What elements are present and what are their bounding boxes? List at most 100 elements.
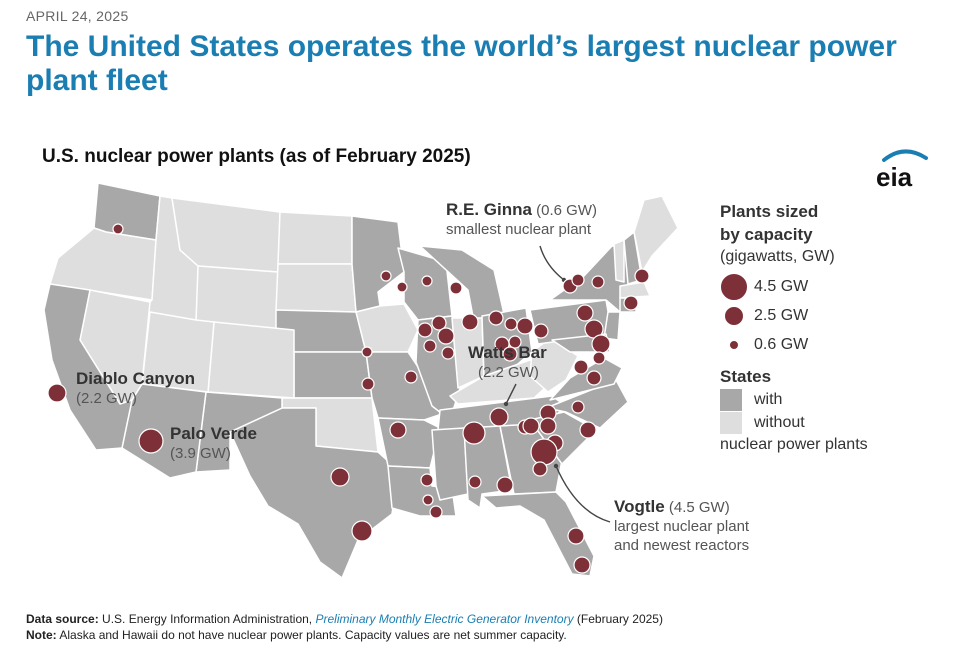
plant-marker [591, 334, 611, 354]
state-mississippi [431, 427, 469, 501]
footer-source-date: (February 2025) [576, 612, 663, 626]
legend-size-row-small: 0.6 GW [720, 330, 950, 359]
legend-size-subtitle: (gigawatts, GW) [720, 248, 835, 265]
legend-dot-large-icon [720, 273, 748, 301]
plant-marker [138, 428, 164, 454]
headline: The United States operates the world’s l… [26, 30, 897, 97]
footer-source-line: Data source: U.S. Energy Information Adm… [26, 611, 663, 627]
plant-marker [516, 317, 534, 335]
state-north-dakota [277, 211, 353, 265]
plant-marker [420, 473, 434, 487]
vogtle-arrow-head-icon [553, 463, 559, 469]
state-vermont [613, 239, 625, 283]
plant-marker [494, 336, 510, 352]
plant-marker [423, 339, 437, 353]
callout-vogtle-name: Vogtle [614, 497, 665, 516]
legend-states-title: States [720, 367, 772, 386]
state-kansas [293, 351, 373, 399]
legend-without-row: without [720, 411, 950, 434]
plant-marker [361, 346, 373, 358]
callout-watts-bar-capacity: (2.2 GW) [478, 364, 539, 381]
plant-marker [591, 275, 605, 289]
watts-bar-arrow [505, 383, 517, 405]
plant-marker [573, 359, 589, 375]
legend-nuclear-label: nuclear power plants [720, 436, 868, 453]
callout-palo-verde: Palo Verde (3.9 GW) [170, 424, 257, 463]
legend-size-label-medium: 2.5 GW [754, 307, 809, 324]
plant-marker [429, 505, 443, 519]
legend: Plants sized by capacity (gigawatts, GW)… [720, 200, 950, 456]
footer-note-line: Note: Alaska and Hawaii do not have nucl… [26, 627, 663, 643]
ginna-arrow [539, 245, 565, 281]
footer-source-link[interactable]: Preliminary Monthly Electric Generator I… [315, 612, 574, 626]
callout-diablo-name: Diablo Canyon [76, 369, 196, 388]
plant-marker [488, 310, 504, 326]
plant-marker [530, 438, 558, 466]
state-wyoming [195, 265, 279, 331]
legend-with-row: with [720, 388, 950, 411]
plant-marker [522, 417, 540, 435]
plant-marker [576, 304, 594, 322]
callout-diablo-capacity: (2.2 GW) [76, 390, 137, 407]
callout-vogtle-capacity: (4.5 GW) [668, 499, 730, 516]
plant-marker [634, 268, 650, 284]
footer-note-label: Note: [26, 628, 57, 642]
publish-date: APRIL 24, 2025 [26, 8, 129, 24]
legend-size-label-large: 4.5 GW [754, 278, 809, 295]
plant-marker [421, 275, 433, 287]
callout-vogtle-note2: and newest reactors [614, 537, 750, 554]
legend-without-swatch [720, 412, 742, 434]
state-missouri [365, 351, 443, 421]
plant-marker [579, 421, 597, 439]
plant-marker [571, 400, 585, 414]
footer-source-label: Data source: [26, 612, 99, 626]
state-iowa [355, 303, 419, 353]
plant-marker [573, 556, 591, 574]
footer-source-text: U.S. Energy Information Administration, [102, 612, 313, 626]
eia-logo-icon: eia [876, 149, 928, 190]
plant-marker [571, 273, 585, 287]
plant-marker [449, 281, 463, 295]
callout-ginna-note: smallest nuclear plant [446, 221, 592, 238]
plant-marker [441, 346, 455, 360]
plant-marker [489, 407, 509, 427]
callout-watts-bar: Watts Bar (2.2 GW) [468, 343, 547, 382]
footer-note-text: Alaska and Hawaii do not have nuclear po… [59, 628, 567, 642]
plant-marker [389, 421, 407, 439]
callout-ginna-capacity: (0.6 GW) [536, 202, 597, 219]
eia-logo-text: eia [876, 162, 913, 190]
plant-marker [404, 370, 418, 384]
state-maine [633, 195, 679, 273]
plant-marker [532, 461, 548, 477]
plant-marker [112, 223, 124, 235]
plant-marker [417, 322, 433, 338]
callout-vogtle-note1: largest nuclear plant [614, 518, 750, 535]
state-california [43, 283, 133, 451]
legend-size-row-medium: 2.5 GW [720, 301, 950, 330]
plant-marker [422, 494, 434, 506]
callout-palo-verde-name: Palo Verde [170, 424, 257, 443]
state-florida [481, 491, 595, 577]
plant-marker [586, 370, 602, 386]
state-virginia [549, 357, 623, 401]
callout-vogtle: Vogtle (4.5 GW) largest nuclear plant an… [614, 497, 749, 555]
watts-bar-arrow-head-icon [503, 401, 509, 407]
plant-marker [462, 421, 486, 445]
vogtle-arrow [555, 465, 611, 523]
plant-marker [539, 417, 557, 435]
state-arkansas [377, 417, 441, 469]
callout-diablo-canyon: Diablo Canyon (2.2 GW) [76, 369, 195, 408]
plant-marker [567, 527, 585, 545]
legend-dot-medium-icon [724, 306, 744, 326]
plant-marker [502, 346, 518, 362]
plant-marker [504, 317, 518, 331]
footer: Data source: U.S. Energy Information Adm… [26, 611, 663, 643]
state-louisiana [387, 465, 457, 517]
plant-marker [361, 377, 375, 391]
legend-size-title-1: Plants sized [720, 202, 819, 221]
plant-marker [431, 315, 447, 331]
plant-marker [330, 467, 350, 487]
plant-marker [47, 383, 67, 403]
legend-dot-small-icon [729, 340, 739, 350]
